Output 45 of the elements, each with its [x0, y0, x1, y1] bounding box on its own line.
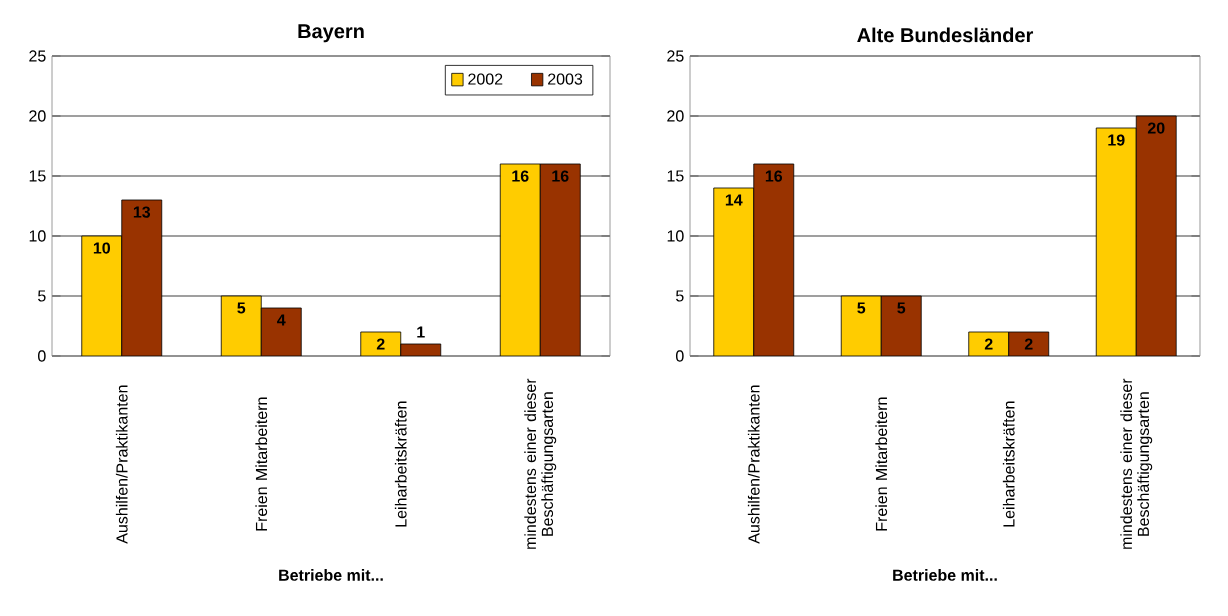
data-label: 16	[552, 170, 569, 182]
x-tick-label: Aushilfen/Praktikanten	[747, 385, 760, 544]
data-label: 16	[765, 170, 783, 182]
data-label: 13	[133, 206, 151, 218]
data-label: 5	[237, 302, 246, 314]
data-label: 16	[512, 170, 529, 182]
x-tick-label: Leiharbeitskräften	[394, 401, 407, 527]
data-label: 5	[857, 302, 866, 314]
x-tick-label: Aushilfen/Praktikanten	[115, 385, 128, 544]
x-tick-label: mindestens einer dieser Beschäftigungsarten	[1120, 378, 1153, 549]
y-tick-label: 10	[667, 230, 684, 242]
legend-label: 2002	[468, 73, 503, 85]
y-tick-label: 25	[29, 50, 46, 62]
data-label: 2	[1024, 338, 1033, 350]
data-label: 2	[376, 338, 385, 350]
y-tick-label: 20	[29, 110, 46, 122]
data-label: 1	[417, 326, 425, 338]
y-tick-label: 0	[676, 350, 684, 362]
y-tick-label: 0	[38, 350, 46, 362]
y-tick-label: 15	[667, 170, 684, 182]
bar	[753, 163, 795, 356]
data-label: 4	[277, 314, 286, 326]
y-tick-label: 5	[38, 290, 46, 302]
x-tick-label: Leiharbeitskräften	[1002, 401, 1015, 527]
y-tick-label: 25	[667, 50, 684, 62]
data-label: 10	[93, 242, 111, 254]
data-label: 2	[984, 338, 993, 350]
data-label: 19	[1108, 134, 1125, 146]
chart-title: Bayern	[298, 24, 364, 43]
x-axis-title: Betriebe mit...	[279, 569, 383, 581]
bar	[1135, 115, 1177, 356]
x-axis-title: Betriebe mit...	[893, 569, 997, 581]
y-tick-label: 10	[29, 230, 46, 242]
x-tick-label: Freien Mitarbeitern	[255, 397, 268, 531]
x-tick-label: mindestens einer dieser Beschäftigungsarten	[524, 378, 557, 549]
x-tick-label: Freien Mitarbeitern	[875, 397, 888, 531]
chart-title: Alte Bundesländer	[857, 27, 1034, 43]
y-tick-label: 20	[667, 110, 684, 122]
data-label: 5	[897, 302, 906, 314]
bar	[880, 295, 922, 356]
legend-label: 2003	[548, 73, 583, 85]
data-label: 20	[1147, 122, 1165, 134]
y-tick-label: 15	[29, 170, 46, 182]
data-label: 14	[725, 194, 743, 206]
y-tick-label: 5	[676, 290, 684, 302]
